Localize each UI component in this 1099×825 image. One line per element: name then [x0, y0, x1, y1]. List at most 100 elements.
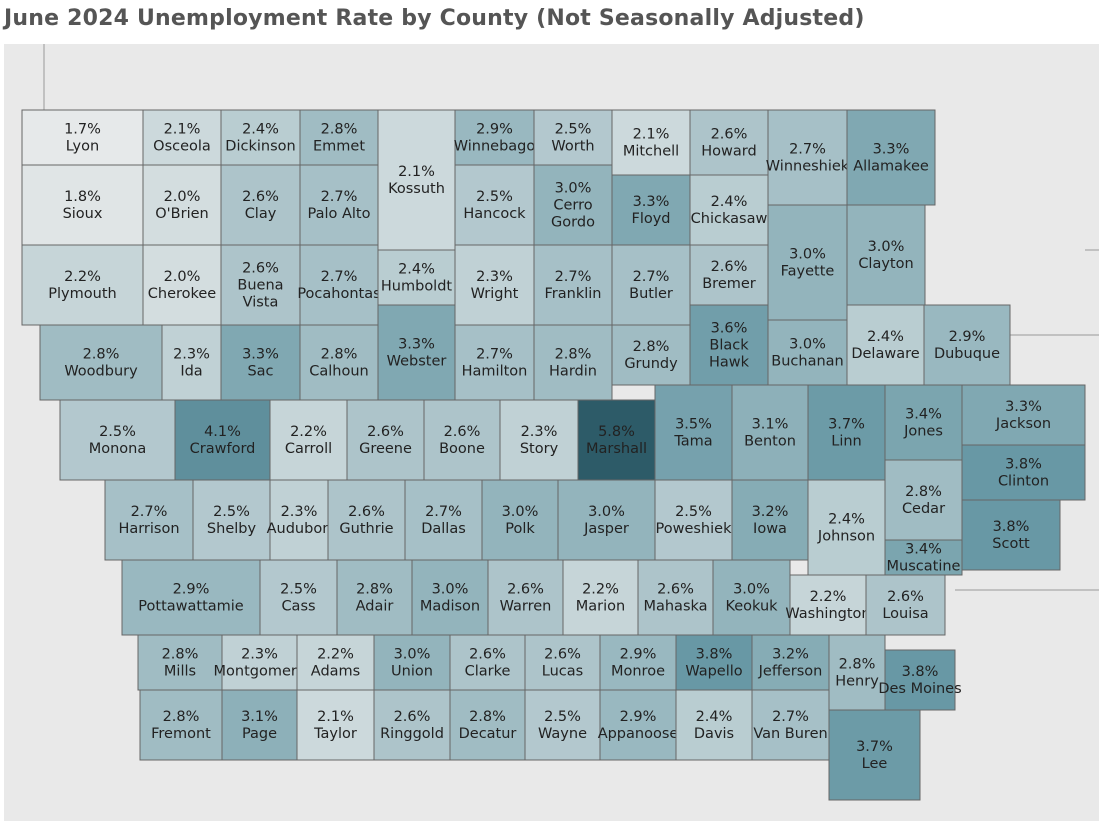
county-shape[interactable]	[269, 399, 348, 481]
county-shape[interactable]	[611, 109, 691, 176]
county-ringgold[interactable]: 2.6%Ringgold	[373, 689, 451, 761]
county-shape[interactable]	[654, 384, 733, 481]
county-shape[interactable]	[174, 399, 271, 481]
county-shape[interactable]	[884, 459, 963, 541]
county-shape[interactable]	[221, 689, 298, 761]
county-shape[interactable]	[599, 634, 677, 691]
county-ida[interactable]: 2.3%Ida	[161, 324, 222, 401]
county-tama[interactable]: 3.5%Tama	[654, 384, 733, 481]
county-madison[interactable]: 3.0%Madison	[411, 559, 489, 636]
county-shape[interactable]	[689, 109, 769, 176]
county-greene[interactable]: 2.6%Greene	[346, 399, 425, 481]
county-lucas[interactable]: 2.6%Lucas	[524, 634, 601, 691]
county-jackson[interactable]: 3.3%Jackson	[961, 384, 1086, 446]
county-shape[interactable]	[751, 689, 830, 761]
county-shape[interactable]	[675, 634, 753, 691]
county-adams[interactable]: 2.2%Adams	[296, 634, 375, 691]
county-iowa[interactable]: 3.2%Iowa	[731, 479, 809, 561]
county-shape[interactable]	[373, 689, 451, 761]
county-shape[interactable]	[557, 479, 656, 561]
county-shape[interactable]	[577, 399, 656, 481]
county-shape[interactable]	[269, 479, 329, 561]
county-shape[interactable]	[846, 304, 925, 386]
county-o-brien[interactable]: 2.0%O'Brien	[142, 164, 222, 246]
county-chickasaw[interactable]: 2.4%Chickasaw	[689, 174, 769, 246]
county-shape[interactable]	[59, 399, 176, 481]
county-page[interactable]: 3.1%Page	[221, 689, 298, 761]
county-shape[interactable]	[296, 634, 375, 691]
county-boone[interactable]: 2.6%Boone	[423, 399, 501, 481]
county-appanoose[interactable]: 2.9%Appanoose	[598, 689, 679, 761]
county-decatur[interactable]: 2.8%Decatur	[449, 689, 526, 761]
county-cedar[interactable]: 2.8%Cedar	[884, 459, 963, 541]
county-shape[interactable]	[961, 384, 1086, 446]
county-shape[interactable]	[751, 634, 830, 691]
county-van-buren[interactable]: 2.7%Van Buren	[751, 689, 830, 761]
county-shape[interactable]	[865, 574, 946, 636]
county-shape[interactable]	[404, 479, 483, 561]
county-union[interactable]: 3.0%Union	[373, 634, 451, 691]
county-winneshiek[interactable]: 2.7%Winneshiek	[766, 109, 850, 206]
county-worth[interactable]: 2.5%Worth	[533, 109, 613, 166]
county-shape[interactable]	[327, 479, 406, 561]
county-pottawattamie[interactable]: 2.9%Pottawattamie	[121, 559, 261, 636]
county-shape[interactable]	[192, 479, 271, 561]
county-keokuk[interactable]: 3.0%Keokuk	[712, 559, 791, 636]
county-shape[interactable]	[346, 399, 425, 481]
county-shape[interactable]	[104, 479, 194, 561]
county-harrison[interactable]: 2.7%Harrison	[104, 479, 194, 561]
county-shape[interactable]	[611, 324, 691, 386]
county-franklin[interactable]: 2.7%Franklin	[533, 244, 613, 326]
county-floyd[interactable]: 3.3%Floyd	[611, 174, 691, 246]
county-shape[interactable]	[767, 319, 848, 386]
county-audubon[interactable]: 2.3%Audubon	[267, 479, 332, 561]
county-shape[interactable]	[789, 574, 867, 636]
county-marshall[interactable]: 5.8%Marshall	[577, 399, 656, 481]
county-shape[interactable]	[611, 174, 691, 246]
county-shape[interactable]	[562, 559, 639, 636]
county-shape[interactable]	[731, 384, 809, 481]
county-davis[interactable]: 2.4%Davis	[675, 689, 753, 761]
county-shape[interactable]	[299, 244, 379, 326]
county-poweshiek[interactable]: 2.5%Poweshiek	[654, 479, 733, 561]
county-marion[interactable]: 2.2%Marion	[562, 559, 639, 636]
county-webster[interactable]: 3.3%Webster	[377, 304, 456, 401]
county-shape[interactable]	[454, 164, 535, 246]
county-shape[interactable]	[220, 164, 301, 246]
county-shelby[interactable]: 2.5%Shelby	[192, 479, 271, 561]
county-carroll[interactable]: 2.2%Carroll	[269, 399, 348, 481]
county-cerro-gordo[interactable]: 3.0%Cerro Gordo	[533, 164, 613, 246]
county-montgomery[interactable]: 2.3%Montgomery	[214, 634, 306, 691]
county-shape[interactable]	[449, 689, 526, 761]
county-bremer[interactable]: 2.6%Bremer	[689, 244, 769, 306]
county-wright[interactable]: 2.3%Wright	[454, 244, 535, 326]
county-sioux[interactable]: 1.8%Sioux	[21, 164, 144, 246]
county-polk[interactable]: 3.0%Polk	[481, 479, 559, 561]
county-linn[interactable]: 3.7%Linn	[807, 384, 886, 481]
county-shape[interactable]	[767, 204, 848, 321]
county-shape[interactable]	[221, 634, 298, 691]
county-henry[interactable]: 2.8%Henry	[828, 634, 886, 711]
county-monona[interactable]: 2.5%Monona	[59, 399, 176, 481]
county-shape[interactable]	[373, 634, 451, 691]
county-buena-vista[interactable]: 2.6%Buena Vista	[220, 244, 301, 326]
county-shape[interactable]	[481, 479, 559, 561]
county-shape[interactable]	[637, 559, 714, 636]
county-fremont[interactable]: 2.8%Fremont	[139, 689, 223, 761]
county-shape[interactable]	[533, 244, 613, 326]
county-shape[interactable]	[39, 324, 163, 401]
county-winnebago[interactable]: 2.9%Winnebago	[454, 109, 536, 166]
county-lyon[interactable]: 1.7%Lyon	[21, 109, 144, 166]
county-shape[interactable]	[142, 164, 222, 246]
county-woodbury[interactable]: 2.8%Woodbury	[39, 324, 163, 401]
county-shape[interactable]	[599, 689, 677, 761]
county-jones[interactable]: 3.4%Jones	[884, 384, 963, 461]
county-shape[interactable]	[533, 324, 613, 401]
county-emmet[interactable]: 2.8%Emmet	[299, 109, 379, 166]
county-shape[interactable]	[121, 559, 261, 636]
county-shape[interactable]	[454, 109, 535, 166]
county-shape[interactable]	[961, 499, 1061, 571]
county-osceola[interactable]: 2.1%Osceola	[142, 109, 222, 166]
county-story[interactable]: 2.3%Story	[499, 399, 579, 481]
county-shape[interactable]	[712, 559, 791, 636]
